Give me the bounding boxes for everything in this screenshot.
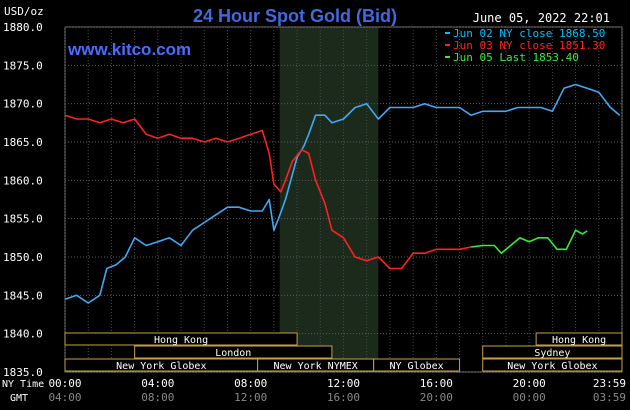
timestamp: June 05, 2022 22:01 bbox=[473, 11, 610, 25]
legend-entry-jun02: Jun 02 NY close 1868.50 bbox=[453, 27, 605, 40]
x-tick-label-gmt: 12:00 bbox=[234, 391, 267, 404]
session-label: New York Globex bbox=[507, 361, 597, 372]
legend-entry-jun03: Jun 03 NY close 1851.30 bbox=[453, 39, 605, 52]
x-tick-label-gmt: 00:00 bbox=[513, 391, 546, 404]
y-tick-label: 1875.0 bbox=[3, 59, 43, 72]
session-bar bbox=[482, 358, 623, 372]
x-tick-label-gmt: 08:00 bbox=[141, 391, 174, 404]
session-bar bbox=[134, 345, 333, 359]
x-tick-label-ny: 20:00 bbox=[513, 377, 546, 390]
session-label: Hong Kong bbox=[552, 335, 606, 346]
legend-entry-jun05: Jun 05 Last 1853.40 bbox=[453, 51, 579, 64]
x-tick-label-gmt: 03:59 bbox=[593, 391, 626, 404]
x-tick-label-gmt: 04:00 bbox=[48, 391, 81, 404]
session-label: New York NYMEX bbox=[274, 361, 358, 372]
series-line-jun-03 bbox=[64, 114, 472, 270]
y-tick-label: 1845.0 bbox=[3, 289, 43, 302]
chart-title: 24 Hour Spot Gold (Bid) bbox=[193, 6, 397, 26]
legend-marker-jun02 bbox=[445, 32, 450, 34]
session-label: NY Globex bbox=[390, 361, 444, 372]
session-bar bbox=[535, 332, 623, 346]
session-bar bbox=[64, 332, 298, 346]
y-axis-unit-label: USD/oz bbox=[4, 5, 44, 18]
y-tick-label: 1860.0 bbox=[3, 174, 43, 187]
x-tick-label-ny: 08:00 bbox=[234, 377, 267, 390]
x-tick-label-gmt: 20:00 bbox=[420, 391, 453, 404]
session-label: Sydney bbox=[534, 348, 570, 359]
session-bar bbox=[482, 345, 623, 359]
watermark-url: www.kitco.com bbox=[67, 40, 191, 59]
series-line-jun-05 bbox=[470, 229, 588, 254]
x-tick-label-ny: 00:00 bbox=[48, 377, 81, 390]
legend: Jun 02 NY close 1868.50 Jun 03 NY close … bbox=[445, 27, 605, 64]
y-tick-label: 1840.0 bbox=[3, 328, 43, 341]
session-bar bbox=[373, 358, 461, 372]
nymex-session-shade bbox=[279, 27, 379, 372]
y-tick-label: 1870.0 bbox=[3, 98, 43, 111]
session-label: London bbox=[215, 348, 251, 359]
x-tick-label-ny: 16:00 bbox=[420, 377, 453, 390]
y-tick-label: 1865.0 bbox=[3, 136, 43, 149]
x-tick-label-ny: 12:00 bbox=[327, 377, 360, 390]
y-tick-label: 1855.0 bbox=[3, 213, 43, 226]
session-label: New York Globex bbox=[116, 361, 206, 372]
session-label: Hong Kong bbox=[154, 335, 208, 346]
y-tick-label: 1835.0 bbox=[3, 366, 43, 379]
x-tick-label-ny: 04:00 bbox=[141, 377, 174, 390]
x-axis-gmt-label: GMT bbox=[10, 393, 28, 404]
x-axis-ny-time-label: NY Time bbox=[2, 379, 44, 390]
legend-marker-jun03 bbox=[445, 44, 450, 46]
x-tick-label-gmt: 16:00 bbox=[327, 391, 360, 404]
x-tick-label-ny: 23:59 bbox=[593, 377, 626, 390]
y-tick-label: 1850.0 bbox=[3, 251, 43, 264]
y-tick-label: 1880.0 bbox=[3, 21, 43, 34]
series-line-jun-02 bbox=[64, 83, 621, 304]
legend-marker-jun05 bbox=[445, 56, 450, 58]
